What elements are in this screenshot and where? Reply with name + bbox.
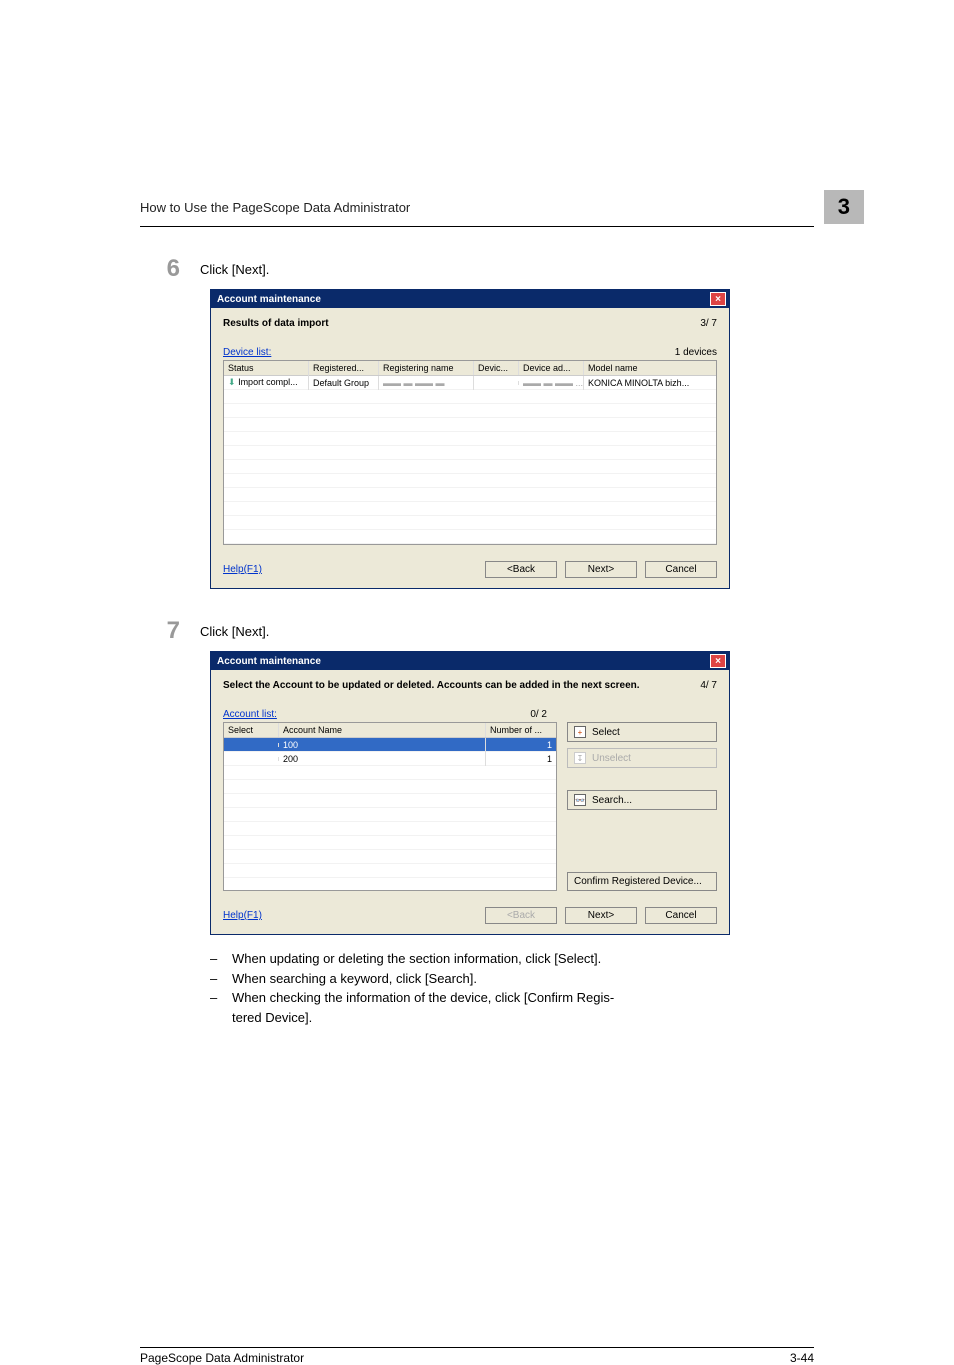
close-icon[interactable]: × (710, 292, 726, 306)
back-button: <Back (485, 907, 557, 924)
dialog-results-import: Account maintenance × Results of data im… (210, 289, 730, 589)
cell-num: 1 (486, 738, 556, 752)
account-list-link[interactable]: Account list: (223, 709, 277, 720)
bullet-list: –When updating or deleting the section i… (210, 949, 814, 1027)
table-row[interactable]: 200 1 (224, 752, 556, 766)
dialog2-titlebar: Account maintenance × (211, 652, 729, 670)
dialog1-pagecount: 3/ 7 (700, 318, 717, 329)
cell-model: KONICA MINOLTA bizh... (584, 376, 716, 390)
breadcrumb: How to Use the PageScope Data Administra… (140, 200, 410, 215)
help-link[interactable]: Help(F1) (223, 564, 262, 575)
step-text-7: Click [Next]. (200, 619, 269, 643)
device-list-link[interactable]: Device list: (223, 347, 271, 358)
table-row[interactable]: 100 1 (224, 738, 556, 752)
search-icon: 👓 (574, 794, 586, 806)
help-link[interactable]: Help(F1) (223, 910, 262, 921)
cell-name: 200 (279, 752, 486, 766)
dialog2-pagecount: 4/ 7 (700, 680, 717, 691)
col-registered[interactable]: Registered... (309, 361, 379, 375)
confirm-device-button[interactable]: Confirm Registered Device... (567, 872, 717, 891)
device-table: Status Registered... Registering name De… (223, 360, 717, 545)
dialog1-heading: Results of data import (223, 318, 329, 329)
cell-devic (474, 381, 519, 385)
bullet-3a: When checking the information of the dev… (232, 988, 614, 1008)
col-registering-name[interactable]: Registering name (379, 361, 474, 375)
select-button[interactable]: + Select (567, 722, 717, 742)
footer-product: PageScope Data Administrator (140, 1351, 304, 1365)
cancel-button[interactable]: Cancel (645, 907, 717, 924)
step-number-6: 6 (140, 257, 180, 281)
dialog1-titlebar: Account maintenance × (211, 290, 729, 308)
cell-sel (224, 757, 279, 761)
dialog2-heading: Select the Account to be updated or dele… (223, 680, 640, 691)
cell-sel (224, 743, 279, 747)
import-status-icon: ⬇ (228, 377, 236, 387)
minus-icon: ↧ (574, 752, 586, 764)
dialog1-title: Account maintenance (217, 294, 321, 305)
unselect-label: Unselect (592, 753, 631, 764)
step-text-6: Click [Next]. (200, 257, 269, 281)
col-select[interactable]: Select (224, 723, 279, 737)
account-count: 0/ 2 (530, 709, 547, 720)
chapter-number: 3 (824, 190, 864, 224)
search-button[interactable]: 👓 Search... (567, 790, 717, 810)
table-row[interactable]: ⬇ Import compl... Default Group ▬▬ ▬ ▬▬ … (224, 376, 716, 390)
col-number[interactable]: Number of ... (486, 723, 556, 737)
next-button[interactable]: Next> (565, 907, 637, 924)
step-number-7: 7 (140, 619, 180, 643)
footer-pagenum: 3-44 (790, 1351, 814, 1365)
close-icon[interactable]: × (710, 654, 726, 668)
select-label: Select (592, 727, 620, 738)
device-count: 1 devices (675, 347, 717, 358)
bullet-3b: tered Device]. (232, 1008, 312, 1028)
cell-name: 100 (279, 738, 486, 752)
dialog2-title: Account maintenance (217, 656, 321, 667)
confirm-label: Confirm Registered Device... (574, 876, 702, 887)
col-devic[interactable]: Devic... (474, 361, 519, 375)
cancel-button[interactable]: Cancel (645, 561, 717, 578)
cell-num: 1 (486, 752, 556, 766)
unselect-button[interactable]: ↧ Unselect (567, 748, 717, 768)
account-table: Select Account Name Number of ... 100 1 … (223, 722, 557, 891)
cell-status: Import compl... (238, 377, 298, 387)
next-button[interactable]: Next> (565, 561, 637, 578)
plus-icon: + (574, 726, 586, 738)
back-button[interactable]: <Back (485, 561, 557, 578)
col-model[interactable]: Model name (584, 361, 716, 375)
col-status[interactable]: Status (224, 361, 309, 375)
bullet-2: When searching a keyword, click [Search]… (232, 969, 477, 989)
cell-regname: ▬▬ ▬ ▬▬ ▬ (379, 376, 474, 390)
cell-addr: ▬▬ ▬ ▬▬ ... (519, 376, 584, 390)
search-label: Search... (592, 795, 632, 806)
cell-reg: Default Group (309, 376, 379, 390)
dialog-select-account: Account maintenance × Select the Account… (210, 651, 730, 935)
bullet-1: When updating or deleting the section in… (232, 949, 601, 969)
col-account-name[interactable]: Account Name (279, 723, 486, 737)
col-device-addr[interactable]: Device ad... (519, 361, 584, 375)
